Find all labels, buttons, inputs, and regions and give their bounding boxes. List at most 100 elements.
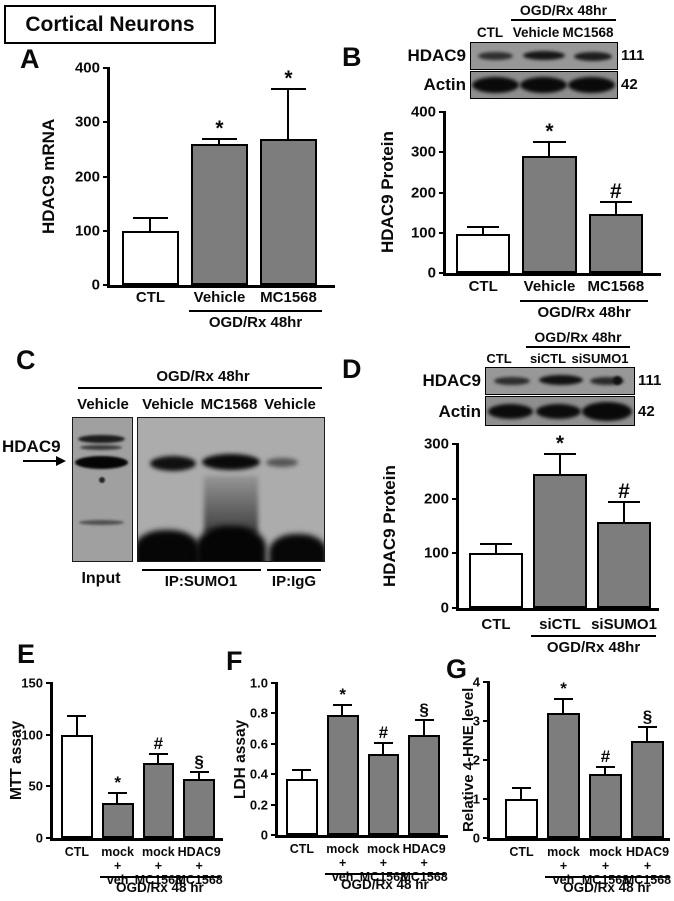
- y-tick-label: 100: [410, 224, 436, 242]
- y-tick: [271, 834, 278, 836]
- error-bar-cap: [543, 452, 577, 455]
- y-tick-label: 300: [423, 435, 449, 453]
- y-tick-label: 200: [410, 184, 436, 201]
- error-bar-stem: [157, 755, 160, 763]
- y-tick: [46, 785, 53, 788]
- x-tick-label: CTL: [481, 616, 511, 633]
- y-tick-label: 0: [427, 264, 436, 282]
- error-bar-stem: [382, 743, 385, 755]
- figure-title: Cortical Neurons: [25, 12, 195, 36]
- blot-b-treatment-header: OGD/Rx 48hr: [519, 2, 608, 18]
- blot-b-actin-strip: [470, 71, 618, 99]
- error-bar-cap: [511, 787, 532, 790]
- y-tick: [103, 284, 110, 286]
- blot-band: [478, 52, 513, 60]
- y-tick-label: 200: [74, 168, 100, 185]
- y-tick: [483, 798, 490, 800]
- bar-D-1: [533, 474, 587, 608]
- blot-b-lane-mc1568: MC1568: [562, 25, 614, 40]
- figure-title-box: Cortical Neurons: [4, 5, 216, 44]
- group-label: OGD/Rx 48hr: [546, 639, 641, 656]
- error-bar-stem: [75, 717, 78, 735]
- blot-b-lane-ctl: CTL: [476, 25, 504, 40]
- significance-marker: *: [215, 116, 224, 140]
- blot-d-lane-sisumo1: siSUMO1: [571, 351, 629, 366]
- y-tick-label: 400: [410, 103, 436, 121]
- blot-d-kda-111: 111: [638, 372, 662, 389]
- y-tick: [439, 231, 446, 234]
- blot-band: [574, 52, 612, 61]
- group-label: OGD/Rx 48 hr: [115, 880, 204, 895]
- blot-c-treatment-header: OGD/Rx 48hr: [156, 368, 250, 385]
- y-tick: [483, 681, 490, 683]
- y-tick: [452, 497, 459, 500]
- blot-mass: [196, 526, 266, 561]
- y-tick: [271, 712, 278, 715]
- group-underline: [531, 635, 656, 637]
- bar-G-1: [547, 713, 580, 838]
- bar-E-3: [183, 779, 215, 838]
- blot-c-lane-4: Vehicle: [264, 396, 316, 413]
- blot-band: [150, 456, 196, 471]
- significance-marker: §: [642, 706, 653, 726]
- error-bar-cap: [595, 765, 616, 768]
- error-bar-cap: [148, 753, 168, 756]
- x-tick-label: CTL: [468, 278, 498, 295]
- y-tick-label: 0.2: [249, 797, 268, 813]
- significance-marker: *: [339, 684, 346, 704]
- blot-smear: [204, 476, 258, 534]
- error-bar-cap: [271, 87, 306, 90]
- bar-G-2: [589, 773, 622, 838]
- bar-F-2: [367, 754, 400, 835]
- bar-E-0: [61, 734, 93, 838]
- blot-band: [80, 445, 122, 450]
- error-bar-stem: [341, 705, 344, 715]
- y-tick-label: 100: [74, 222, 100, 240]
- group-underline: [545, 876, 669, 878]
- ip-igg-overline: [267, 569, 321, 571]
- bar-A-2: [260, 138, 317, 285]
- blot-c-input-label: Input: [81, 570, 121, 587]
- group-underline: [189, 310, 322, 312]
- y-tick-label: 400: [74, 59, 100, 77]
- blot-band: [494, 377, 530, 385]
- error-bar-stem: [622, 502, 625, 522]
- error-bar-stem: [562, 699, 565, 714]
- error-bar-stem: [494, 545, 497, 554]
- error-bar-cap: [333, 703, 353, 706]
- y-tick-label: 300: [410, 143, 436, 161]
- blot-b-actin-label: Actin: [423, 75, 467, 94]
- error-bar-stem: [149, 218, 152, 231]
- hdac9-arrow: [23, 460, 57, 462]
- y-tick: [483, 837, 490, 839]
- significance-marker: *: [284, 66, 293, 90]
- blot-c-lane-1: Vehicle: [77, 396, 129, 413]
- error-bar-stem: [614, 202, 617, 214]
- group-label: OGD/Rx 48hr: [537, 304, 631, 321]
- blot-band: [78, 435, 125, 443]
- blot-b-hdac9-strip: [470, 42, 618, 70]
- y-tick: [483, 720, 490, 722]
- significance-marker: #: [600, 746, 611, 766]
- error-bar-cap: [108, 791, 128, 794]
- blot-b-kda-111: 111: [621, 47, 645, 64]
- error-bar-cap: [553, 697, 574, 700]
- blot-band: [79, 520, 124, 525]
- blot-band: [75, 456, 128, 469]
- error-bar-stem: [646, 727, 649, 741]
- significance-marker: *: [545, 120, 554, 143]
- y-tick-label: 100: [21, 727, 43, 743]
- panel-b-label: B: [342, 42, 362, 72]
- bar-E-2: [142, 762, 175, 838]
- error-bar-cap: [466, 225, 500, 228]
- y-tick-label: 0: [91, 276, 100, 294]
- significance-marker: *: [560, 678, 567, 698]
- bar-E-1: [101, 802, 134, 838]
- y-tick: [271, 682, 278, 684]
- y-tick: [46, 837, 53, 839]
- error-bar-cap: [373, 741, 393, 744]
- x-tick-label: siCTL: [539, 616, 581, 633]
- y-tick: [103, 175, 110, 178]
- significance-marker: *: [114, 772, 121, 792]
